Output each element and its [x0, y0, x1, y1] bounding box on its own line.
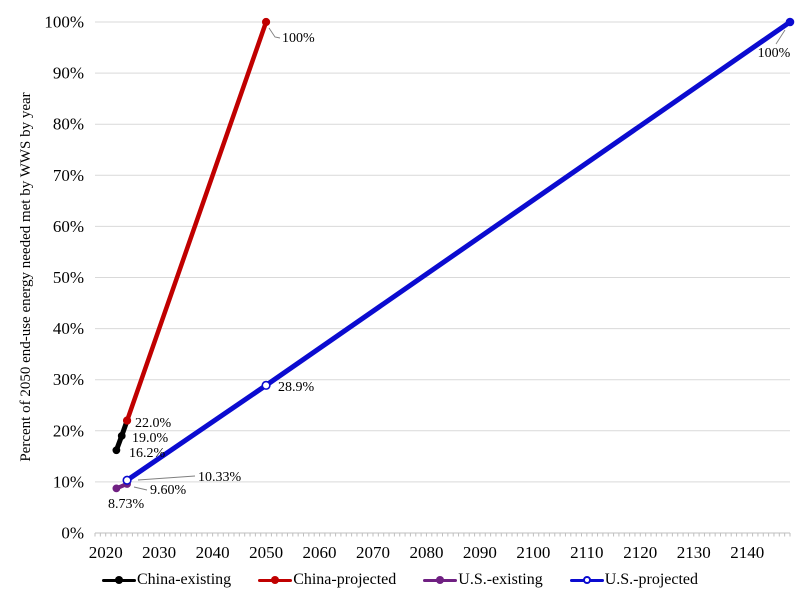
annotation-leader — [133, 486, 148, 491]
y-tick-label: 10% — [53, 472, 84, 491]
annotation-leader — [775, 29, 786, 45]
x-tick-label: 2050 — [249, 543, 283, 562]
series — [112, 17, 795, 493]
data-label: 10.33% — [198, 470, 242, 485]
x-tick-label: 2080 — [409, 543, 443, 562]
data-point-china-existing — [112, 446, 121, 455]
legend-item-china-existing: China-existing — [101, 571, 232, 589]
y-tick-label: 40% — [53, 319, 84, 338]
data-label: 22.0% — [135, 416, 172, 431]
tick-labels: 0% 10% 20% 30% 40% 50% 60% 70% 80% 90% 100% 2020 203… — [44, 13, 764, 563]
x-axis — [94, 532, 791, 537]
x-tick-label: 2110 — [570, 543, 603, 562]
x-tick-label: 2140 — [730, 543, 764, 562]
legend-label: U.S.-existing — [458, 571, 543, 588]
data-point-u-s-projected — [261, 380, 271, 390]
y-tick-label: 0% — [61, 524, 84, 543]
data-point-u-s-existing — [112, 484, 121, 493]
legend-item-u-s-projected: U.S.-projected — [569, 571, 699, 589]
x-tick-label: 2090 — [463, 543, 497, 562]
legend-item-u-s-existing: U.S.-existing — [423, 571, 543, 589]
legend-label: China-projected — [293, 571, 397, 588]
data-label: 9.60% — [150, 483, 187, 498]
y-tick-label: 70% — [53, 166, 84, 185]
y-tick-label: 30% — [53, 370, 84, 389]
legend-marker-icon — [101, 574, 136, 586]
y-tick-label: 60% — [53, 217, 84, 236]
gridlines — [95, 21, 790, 483]
x-tick-label: 2060 — [303, 543, 337, 562]
x-tick-label: 2120 — [623, 543, 657, 562]
x-tick-label: 2020 — [89, 543, 123, 562]
data-point-china-projected — [261, 17, 271, 27]
legend-marker-icon — [258, 574, 293, 586]
y-tick-label: 100% — [44, 13, 84, 32]
data-label: 28.9% — [278, 380, 315, 395]
annotations: 100% 100% 22.0%19.0%16.2% 10.33% 9.60% 8.73% 2… — [108, 27, 791, 512]
annotation-leader — [268, 27, 281, 39]
series-line-china-projected — [124, 19, 269, 423]
x-tick-label: 2030 — [142, 543, 176, 562]
data-point-u-s-projected — [122, 475, 132, 485]
legend: China-existing China-projected U.S.-existi… — [0, 571, 800, 589]
legend-marker-icon — [569, 574, 604, 586]
annotation-leader — [137, 475, 196, 481]
y-tick-label: 50% — [53, 268, 84, 287]
data-point-u-s-projected — [785, 17, 795, 27]
y-axis-title: Percent of 2050 end-use energy needed me… — [18, 92, 34, 461]
legend-marker-icon — [423, 574, 458, 586]
data-label: 100% — [758, 46, 791, 61]
chart-svg: 100% 100% 22.0%19.0%16.2% 10.33% 9.60% 8.73% 2… — [18, 13, 795, 563]
x-tick-label: 2040 — [196, 543, 230, 562]
legend-label: China-existing — [136, 571, 232, 588]
series-line-u-s-projected — [124, 19, 793, 483]
legend-label: U.S.-projected — [604, 571, 699, 588]
data-label: 16.2% — [129, 446, 166, 461]
data-point-china-projected — [122, 416, 132, 425]
y-tick-label: 90% — [53, 64, 84, 83]
data-label: 100% — [282, 31, 315, 46]
data-label: 19.0% — [132, 431, 169, 446]
legend-item-china-projected: China-projected — [258, 571, 396, 589]
x-tick-label: 2130 — [677, 543, 711, 562]
y-tick-label: 80% — [53, 115, 84, 134]
data-label: 8.73% — [108, 497, 145, 512]
y-tick-label: 20% — [53, 421, 84, 440]
x-tick-label: 2070 — [356, 543, 390, 562]
data-point-china-existing — [117, 432, 126, 440]
x-tick-label: 2100 — [516, 543, 550, 562]
